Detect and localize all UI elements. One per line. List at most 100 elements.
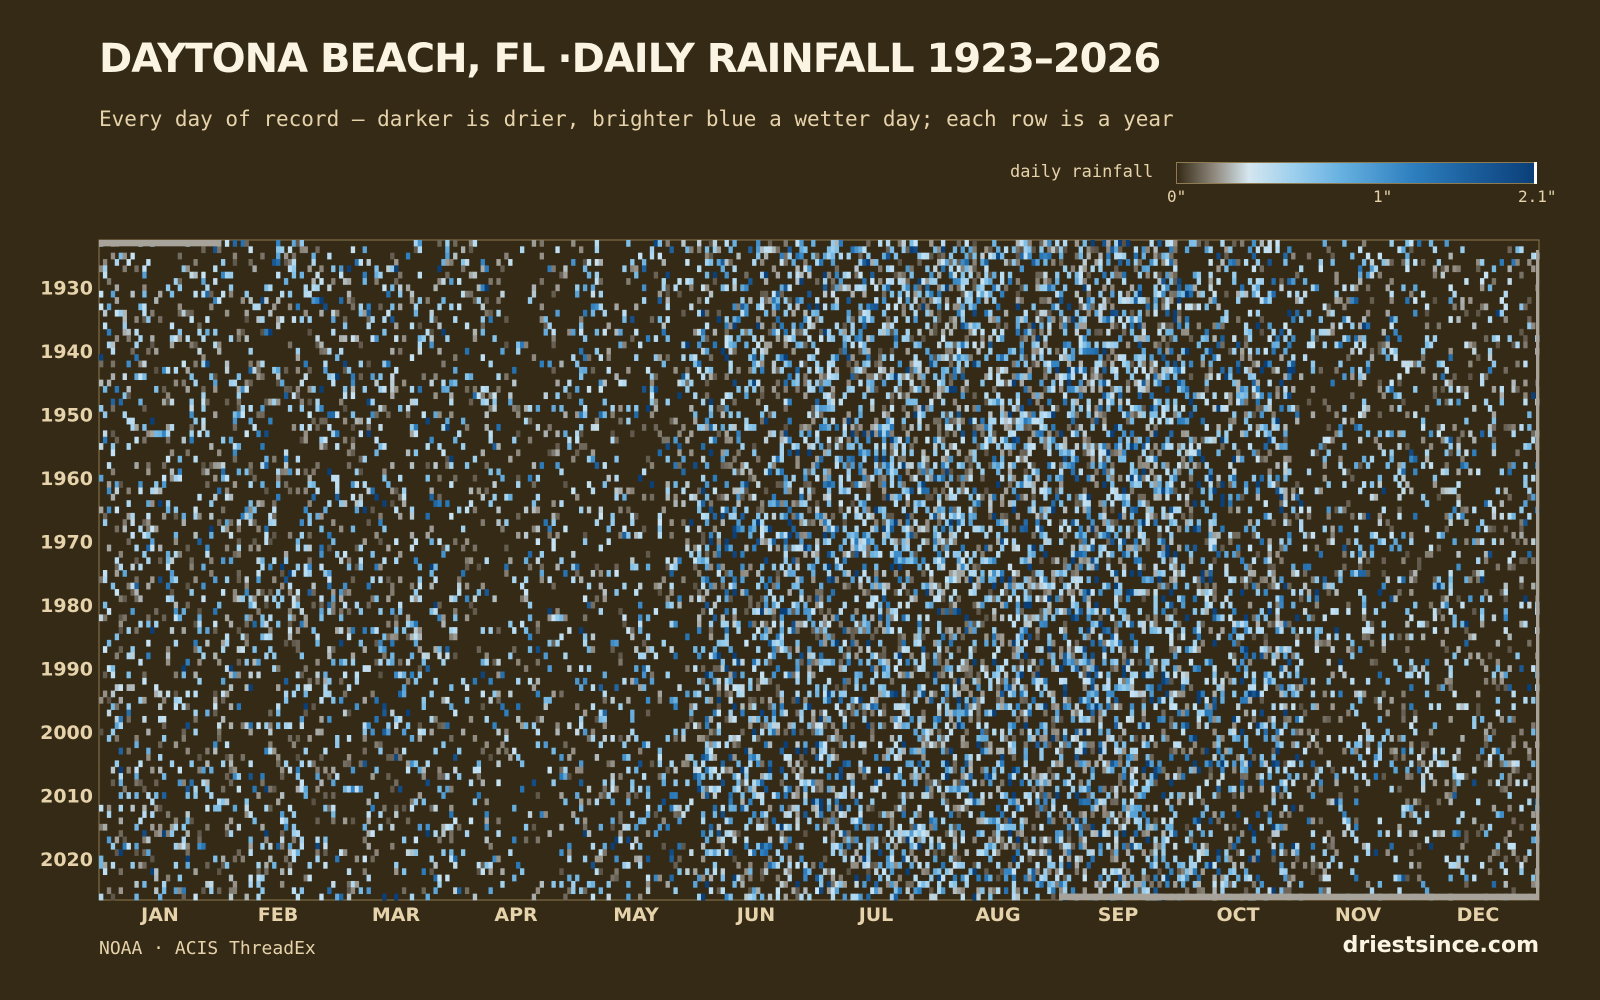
heatmap-cell — [142, 290, 147, 298]
heatmap-cell — [866, 538, 871, 546]
heatmap-cell — [1161, 284, 1166, 292]
heatmap-cell — [862, 284, 867, 292]
heatmap-cell — [752, 379, 757, 387]
heatmap-cell — [874, 284, 879, 292]
heatmap-cell — [1448, 398, 1453, 406]
heatmap-cell — [1255, 493, 1261, 501]
heatmap-cell — [724, 449, 729, 457]
heatmap-cell — [1173, 316, 1178, 323]
heatmap-cell — [1153, 252, 1158, 260]
heatmap-cell — [1377, 271, 1383, 279]
heatmap-cell — [342, 436, 348, 444]
heatmap-cell — [870, 379, 875, 387]
heatmap-cell — [1342, 303, 1347, 311]
heatmap-cell — [1204, 246, 1209, 254]
heatmap-cell — [248, 468, 253, 476]
heatmap-cell — [425, 328, 430, 336]
heatmap-cell — [409, 297, 415, 304]
heatmap-cell — [1299, 500, 1304, 507]
heatmap-cell — [1295, 309, 1300, 317]
heatmap-cell — [759, 259, 765, 266]
heatmap-cell — [185, 385, 190, 393]
heatmap-cell — [1082, 385, 1087, 393]
heatmap-cell — [1180, 430, 1186, 438]
heatmap-cell — [968, 290, 973, 298]
heatmap-cell — [1239, 347, 1245, 355]
heatmap-cell — [917, 366, 922, 374]
heatmap-cell — [1232, 443, 1237, 450]
heatmap-cell — [889, 538, 895, 546]
heatmap-cell — [791, 347, 796, 355]
heatmap-cell — [964, 487, 969, 495]
heatmap-cell — [272, 519, 277, 526]
heatmap-cell — [1310, 328, 1316, 336]
heatmap-cell — [130, 424, 135, 431]
heatmap-cell — [948, 487, 954, 495]
heatmap-cell — [1003, 512, 1009, 520]
heatmap-cell — [744, 487, 749, 495]
heatmap-cell — [700, 335, 706, 342]
heatmap-cell — [1491, 411, 1497, 419]
heatmap-cell — [1078, 405, 1083, 412]
heatmap-cell — [862, 544, 867, 552]
heatmap-cell — [256, 525, 261, 533]
heatmap-cell — [193, 506, 198, 514]
heatmap-cell — [1129, 328, 1135, 336]
heatmap-cell — [1141, 252, 1146, 260]
heatmap-cell — [626, 506, 631, 514]
heatmap-cell — [1267, 335, 1272, 342]
heatmap-cell — [1169, 512, 1174, 520]
heatmap-cell — [158, 290, 163, 298]
heatmap-cell — [704, 392, 710, 400]
heatmap-cell — [720, 411, 725, 419]
heatmap-cell — [999, 474, 1005, 482]
heatmap-cell — [366, 316, 371, 323]
heatmap-cell — [260, 405, 265, 412]
heatmap-cell — [1177, 322, 1182, 330]
heatmap-cell — [1137, 531, 1143, 539]
heatmap-cell — [390, 316, 395, 323]
heatmap-cell — [783, 538, 788, 546]
heatmap-cell — [917, 462, 922, 469]
heatmap-cell — [1019, 379, 1024, 387]
heatmap-cell — [999, 500, 1005, 507]
heatmap-cell — [775, 500, 781, 507]
heatmap-cell — [1377, 512, 1383, 520]
heatmap-cell — [1173, 265, 1178, 273]
heatmap-cell — [618, 328, 623, 336]
heatmap-cell — [858, 443, 863, 450]
heatmap-cell — [1479, 430, 1485, 438]
heatmap-cell — [685, 538, 690, 546]
heatmap-cell — [826, 398, 832, 406]
heatmap-cell — [582, 284, 588, 292]
heatmap-cell — [1125, 398, 1131, 406]
heatmap-cell — [736, 525, 741, 533]
heatmap-cell — [331, 474, 336, 482]
heatmap-cell — [976, 493, 981, 501]
heatmap-cell — [1007, 259, 1013, 266]
heatmap-cell — [1007, 411, 1013, 419]
heatmap-cell — [940, 398, 946, 406]
heatmap-cell — [1023, 411, 1028, 419]
heatmap-cell — [1216, 449, 1221, 457]
heatmap-cell — [917, 544, 922, 552]
heatmap-cell — [1086, 506, 1091, 514]
heatmap-cell — [999, 512, 1005, 520]
heatmap-cell — [972, 341, 977, 349]
heatmap-cell — [763, 525, 769, 533]
heatmap-cell — [1208, 297, 1213, 304]
heatmap-cell — [531, 525, 537, 533]
heatmap-cell — [618, 506, 623, 514]
heatmap-cell — [783, 240, 788, 247]
heatmap-cell — [1102, 531, 1107, 539]
heatmap-cell — [929, 360, 934, 368]
heatmap-cell — [1405, 297, 1410, 304]
heatmap-cell — [1283, 322, 1288, 330]
heatmap-cell — [1019, 455, 1024, 463]
heatmap-cell — [807, 493, 812, 501]
heatmap-cell — [1220, 316, 1225, 323]
heatmap-cell — [213, 411, 218, 419]
heatmap-cell — [1157, 487, 1162, 495]
heatmap-cell — [815, 474, 820, 482]
heatmap-cell — [826, 519, 832, 526]
